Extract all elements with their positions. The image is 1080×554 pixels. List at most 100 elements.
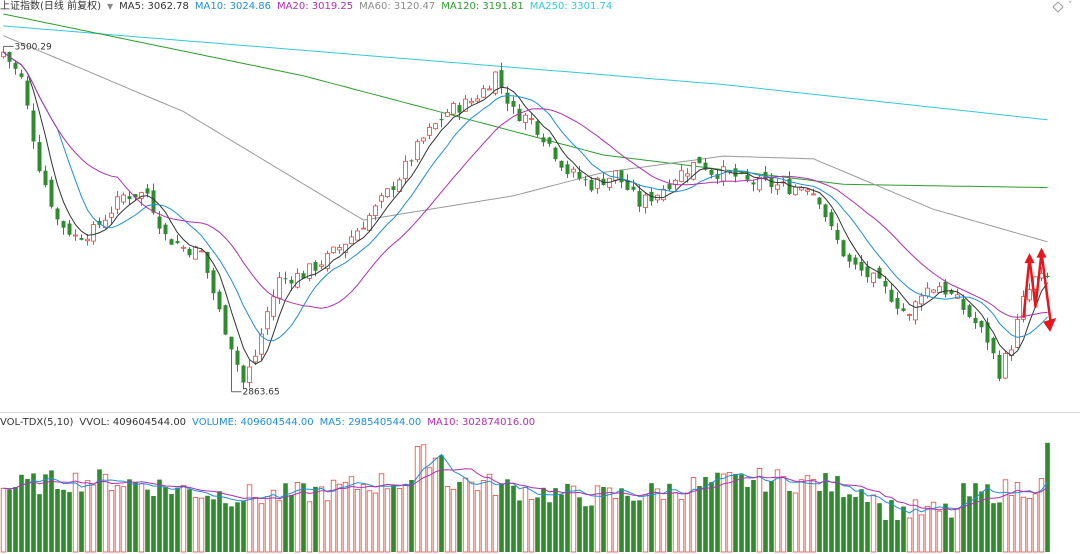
- volume-bar: [997, 502, 1002, 552]
- volume-bar: [133, 481, 138, 552]
- candle: [37, 134, 42, 173]
- candle-body: [547, 137, 552, 144]
- volume-bar: [43, 474, 48, 552]
- candle: [829, 209, 834, 230]
- chevron-down-icon[interactable]: ˅: [1068, 1, 1073, 11]
- candle: [223, 304, 228, 336]
- candle-body: [313, 262, 318, 271]
- kline-header: 上证指数(日线 前复权) ▼ MA5: 3062.78 MA10: 3024.8…: [0, 0, 612, 14]
- volume-bar: [324, 500, 331, 553]
- volume-bar: [924, 506, 931, 553]
- candle-body: [535, 121, 540, 135]
- volume-bar: [270, 489, 277, 553]
- volume-bar: [1045, 442, 1050, 552]
- ma250-legend-name: MA250: [529, 1, 565, 12]
- candle-body: [217, 291, 222, 310]
- candle-body: [349, 236, 354, 244]
- candle: [97, 217, 102, 229]
- candle-body: [1003, 352, 1008, 379]
- candle: [241, 364, 246, 390]
- ma10-legend-name: MA10: [194, 1, 224, 12]
- candle: [187, 247, 192, 258]
- candle: [775, 178, 780, 195]
- volume-bar: [690, 477, 697, 553]
- candle-body: [43, 170, 48, 186]
- candle: [517, 104, 522, 122]
- volume-bar: [912, 499, 919, 553]
- candle: [391, 181, 396, 198]
- candle: [493, 71, 498, 96]
- candle-body: [409, 160, 414, 162]
- price-annotations: 3500.29 2863.65: [3, 42, 280, 398]
- volume-bar: [192, 497, 199, 553]
- volume-bar: [678, 499, 685, 553]
- candle: [13, 60, 18, 75]
- volume-bar: [667, 483, 672, 552]
- ma20-legend-name: MA20: [277, 1, 306, 12]
- candle-body: [391, 186, 396, 190]
- volume-bar: [817, 491, 822, 552]
- volume-bar: [1020, 496, 1027, 553]
- volume-bar: [883, 520, 888, 552]
- candle-body: [787, 178, 792, 194]
- candle: [919, 292, 924, 311]
- candle: [253, 349, 258, 366]
- candle-body: [901, 308, 906, 311]
- candle-body: [307, 263, 312, 279]
- volume-bar: [138, 483, 145, 553]
- panel-divider: [0, 412, 1080, 413]
- volume-bar: [444, 486, 451, 553]
- candle: [247, 360, 252, 388]
- candle: [907, 313, 912, 321]
- candle: [823, 203, 828, 222]
- volume-bar: [384, 488, 391, 553]
- volume-bar: [792, 492, 799, 553]
- ma5-legend: MA5: 3062.78: [119, 1, 189, 12]
- ma20-legend: MA20: 3019.25: [277, 1, 354, 12]
- candle: [631, 179, 636, 192]
- candle-body: [457, 105, 462, 113]
- candle-body: [967, 305, 972, 317]
- chevron-down-icon[interactable]: ▼: [106, 2, 114, 11]
- candle: [415, 139, 420, 163]
- volume-bar: [1038, 478, 1045, 553]
- volume-bar: [810, 479, 817, 553]
- trend-arrow-line: [1022, 251, 1053, 327]
- volume-bar: [354, 488, 361, 553]
- candle: [181, 245, 186, 252]
- candle: [697, 156, 702, 164]
- candle-body: [745, 175, 750, 180]
- candle-body: [847, 254, 852, 262]
- candle-body: [193, 246, 198, 260]
- candle-body: [163, 224, 168, 235]
- candle: [289, 276, 294, 291]
- volume-bar: [967, 496, 972, 552]
- candle-body: [805, 189, 810, 192]
- candle-body: [559, 161, 564, 168]
- candle-body: [175, 241, 180, 244]
- candle-body: [247, 366, 252, 383]
- vol-ma10-legend: MA10: 302874016.00: [427, 417, 536, 428]
- high-label: 3500.29: [15, 42, 52, 52]
- volume-bar: [559, 494, 564, 552]
- volume-bar: [769, 481, 774, 552]
- candle: [805, 187, 810, 196]
- candle: [439, 113, 444, 128]
- candle-body: [505, 92, 510, 104]
- candle-body: [997, 355, 1002, 379]
- candle-body: [121, 194, 126, 203]
- ma120-legend: MA120: 3191.81: [441, 1, 524, 12]
- candle: [361, 221, 366, 230]
- volume-bar: [7, 489, 12, 552]
- candle: [499, 62, 504, 94]
- volume-legend-name: VOLUME: [192, 417, 234, 428]
- candle: [901, 303, 906, 312]
- volume-bar: [985, 484, 990, 552]
- volume-bar: [522, 486, 529, 553]
- candle-body: [337, 247, 342, 251]
- volume-bar: [127, 479, 132, 552]
- candle-body: [583, 179, 588, 181]
- volume-bar: [187, 489, 192, 552]
- candle-body: [715, 174, 720, 179]
